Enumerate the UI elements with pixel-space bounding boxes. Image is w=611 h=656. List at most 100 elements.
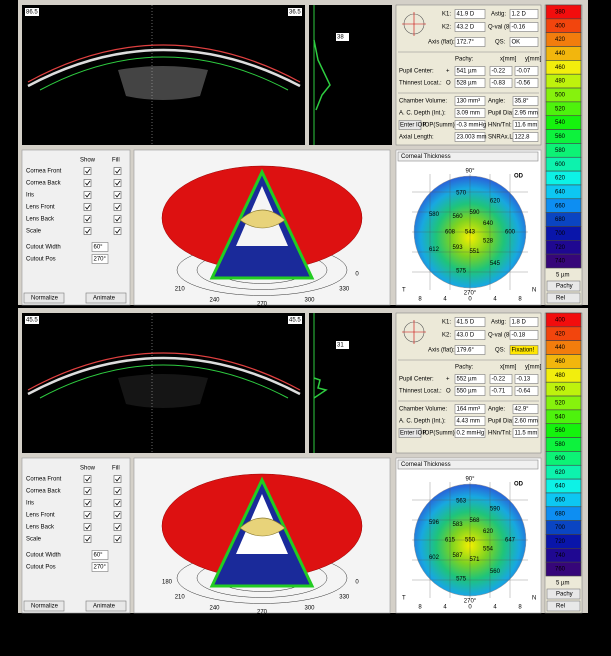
scale-label: 680: [555, 511, 566, 517]
checkbox[interactable]: [84, 536, 91, 543]
checkbox[interactable]: [114, 536, 121, 543]
view-angle-label: 330: [339, 287, 350, 293]
scale-label: 400: [555, 317, 566, 323]
thickness-value: 612: [429, 247, 440, 253]
control-button-label[interactable]: Animate: [93, 604, 116, 610]
pachy-x: -0.22: [492, 377, 506, 383]
pachy-header: y[mm]: [525, 57, 542, 63]
screen: 86.536.52040608038K1:41.9 DAstig:1.2 DK2…: [0, 0, 611, 656]
checkbox[interactable]: [84, 204, 91, 211]
pachy-symbol: O: [446, 389, 451, 395]
checkbox[interactable]: [84, 180, 91, 187]
checkbox[interactable]: [84, 512, 91, 519]
cutout-pos-label: Cutout Pos: [26, 565, 56, 571]
control-button-label[interactable]: Normalize: [31, 604, 59, 610]
thickness-value: 580: [429, 212, 440, 218]
pachy-x: -0.22: [492, 69, 506, 75]
checkbox[interactable]: [84, 192, 91, 199]
cutout-pos-label: Cutout Pos: [26, 257, 56, 263]
pachy-symbol: +: [446, 69, 450, 75]
checkbox[interactable]: [114, 488, 121, 495]
map-title[interactable]: Corneal Thickness: [401, 462, 451, 468]
nasal-label: N: [532, 288, 536, 294]
checkbox[interactable]: [84, 524, 91, 531]
checkbox[interactable]: [84, 488, 91, 495]
scale-label: 720: [555, 245, 566, 251]
qs: Fixation!: [512, 348, 535, 354]
measure-value: 4.43 mm: [457, 419, 480, 425]
thickness-value: 560: [453, 214, 464, 220]
thickness-value: 554: [483, 546, 494, 552]
pachy-value: 550 µm: [457, 389, 477, 395]
layer-label: Scale: [26, 537, 42, 543]
checkbox[interactable]: [114, 192, 121, 199]
checkbox[interactable]: [114, 228, 121, 235]
checkbox[interactable]: [84, 228, 91, 235]
scale-button-label[interactable]: Rel: [556, 604, 565, 610]
view-angle-label: 300: [304, 298, 315, 304]
measure-value: 23.003 mm: [457, 135, 487, 141]
measure-value: 122.8: [515, 135, 531, 141]
checkbox[interactable]: [114, 204, 121, 211]
checkbox[interactable]: [114, 500, 121, 507]
histogram-tick: 20: [325, 316, 332, 322]
scale-label: 440: [555, 51, 566, 57]
layer-label: Iris: [26, 193, 34, 199]
scale-button-label[interactable]: Rel: [556, 296, 565, 302]
scale-label: 660: [555, 497, 566, 503]
eye-label: OD: [514, 174, 524, 180]
checkbox[interactable]: [84, 168, 91, 175]
view-angle-label: 180: [162, 580, 173, 586]
pachy-header: Pachy:: [455, 365, 474, 371]
scale-label: 760: [555, 567, 566, 573]
axis: 172.7°: [457, 40, 475, 46]
screenshot: 86.536.52040608038K1:41.9 DAstig:1.2 DK2…: [0, 0, 611, 656]
measure-value: 11.6 mm: [515, 123, 538, 129]
scale-label: 620: [555, 470, 566, 476]
thickness-value: 583: [453, 522, 464, 528]
scale-label: 420: [555, 331, 566, 337]
checkbox[interactable]: [114, 524, 121, 531]
image-label: 45.5: [26, 318, 38, 324]
temporal-label: T: [402, 596, 406, 602]
pachy-header: y[mm]: [525, 365, 542, 371]
histogram-tick: 20: [325, 8, 332, 14]
view-angle-label: 330: [339, 595, 350, 601]
measure-value: 2.60 mm: [515, 419, 538, 425]
qs-label: QS:: [495, 348, 506, 354]
thickness-value: 608: [445, 230, 456, 236]
thickness-value: 590: [469, 210, 480, 216]
view-angle-label: 210: [175, 287, 186, 293]
scale-button-label[interactable]: Pachy: [556, 284, 573, 290]
show-header: Show: [80, 158, 96, 164]
checkbox[interactable]: [114, 168, 121, 175]
axis-label: Axis (flat):: [428, 40, 455, 46]
map-title[interactable]: Corneal Thickness: [401, 154, 451, 160]
checkbox[interactable]: [114, 180, 121, 187]
checkbox[interactable]: [84, 476, 91, 483]
k1: 41.9 D: [457, 12, 475, 18]
checkbox[interactable]: [84, 500, 91, 507]
checkbox[interactable]: [84, 216, 91, 223]
scale-label: 420: [555, 37, 566, 43]
scale-label: 500: [555, 93, 566, 99]
checkbox[interactable]: [114, 512, 121, 519]
control-button-label[interactable]: Animate: [93, 296, 116, 302]
scale-label: 500: [555, 387, 566, 393]
image-label: 45.5: [289, 318, 301, 324]
thickness-value: 528: [483, 238, 494, 244]
scale-label: 640: [555, 189, 566, 195]
pachy-header: Pachy:: [455, 57, 474, 63]
astig: 1.2 D: [512, 12, 527, 18]
scale-button-label[interactable]: Pachy: [556, 592, 573, 598]
checkbox[interactable]: [114, 216, 121, 223]
checkbox[interactable]: [114, 476, 121, 483]
control-button-label[interactable]: Normalize: [31, 296, 59, 302]
cutout-width-label: Cutout Width: [26, 553, 61, 559]
scale-label: 620: [555, 176, 566, 182]
histogram-tick: 80: [370, 316, 377, 322]
scale-label: 580: [555, 442, 566, 448]
thickness-value: 575: [456, 577, 467, 583]
thickness-value: 640: [483, 221, 494, 227]
thickness-value: 587: [453, 553, 464, 559]
